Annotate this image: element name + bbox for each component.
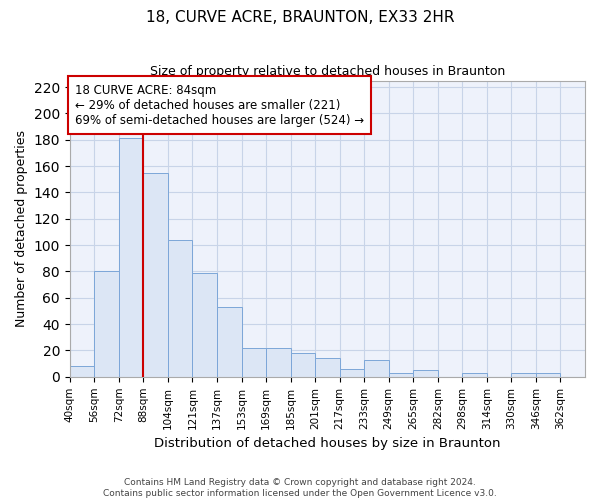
Bar <box>94 272 119 377</box>
Bar <box>389 373 413 377</box>
X-axis label: Distribution of detached houses by size in Braunton: Distribution of detached houses by size … <box>154 437 500 450</box>
Bar <box>340 369 364 377</box>
Bar <box>290 353 315 377</box>
Bar <box>315 358 340 377</box>
Bar <box>242 348 266 377</box>
Bar <box>536 373 560 377</box>
Bar <box>217 307 242 377</box>
Bar <box>70 366 94 377</box>
Text: Contains HM Land Registry data © Crown copyright and database right 2024.
Contai: Contains HM Land Registry data © Crown c… <box>103 478 497 498</box>
Y-axis label: Number of detached properties: Number of detached properties <box>15 130 28 327</box>
Bar <box>511 373 536 377</box>
Bar <box>463 373 487 377</box>
Bar <box>119 138 143 377</box>
Bar <box>168 240 193 377</box>
Bar <box>364 360 389 377</box>
Text: 18, CURVE ACRE, BRAUNTON, EX33 2HR: 18, CURVE ACRE, BRAUNTON, EX33 2HR <box>146 10 454 25</box>
Bar <box>413 370 438 377</box>
Bar <box>193 273 217 377</box>
Bar <box>143 172 168 377</box>
Bar <box>266 348 290 377</box>
Title: Size of property relative to detached houses in Braunton: Size of property relative to detached ho… <box>150 65 505 78</box>
Text: 18 CURVE ACRE: 84sqm
← 29% of detached houses are smaller (221)
69% of semi-deta: 18 CURVE ACRE: 84sqm ← 29% of detached h… <box>75 84 364 126</box>
